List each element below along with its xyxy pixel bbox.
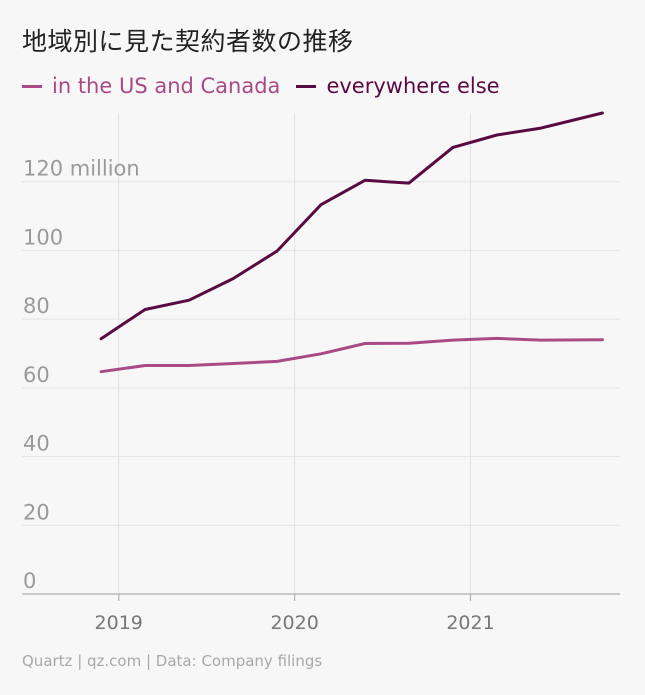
x-tick-label: 2019 <box>95 612 143 634</box>
legend-label-us-canada: in the US and Canada <box>52 74 281 98</box>
legend-item-us-canada: in the US and Canada <box>22 74 280 98</box>
x-tick-label: 2021 <box>446 612 494 634</box>
series-line-everywhere-else <box>99 111 604 341</box>
y-tick-label: 100 <box>23 225 63 249</box>
y-axis-labels: 0 20 40 60 80 100 120 million <box>23 157 140 593</box>
legend-item-everywhere-else: everywhere else <box>296 74 500 98</box>
chart-title: 地域別に見た契約者数の推移 <box>22 27 354 56</box>
x-axis: 2019 2020 2021 <box>22 593 620 634</box>
y-tick-label: 40 <box>23 432 50 456</box>
legend: in the US and Canada everywhere else <box>22 74 516 98</box>
source-footer: Quartz | qz.com | Data: Company filings <box>22 652 323 670</box>
legend-swatch-everywhere-else <box>296 84 317 88</box>
y-tick-label: 60 <box>23 363 50 387</box>
series-lines <box>99 111 604 374</box>
y-tick-label: 20 <box>23 500 50 524</box>
y-tick-label: 80 <box>23 294 50 318</box>
x-tick-label: 2020 <box>270 612 318 634</box>
y-tick-label: 0 <box>23 569 36 593</box>
legend-label-everywhere-else: everywhere else <box>326 74 500 98</box>
series-line-us-canada <box>99 336 604 374</box>
legend-swatch-us-canada <box>22 84 42 88</box>
gridlines <box>22 113 620 594</box>
y-tick-label: 120 million <box>23 157 140 181</box>
